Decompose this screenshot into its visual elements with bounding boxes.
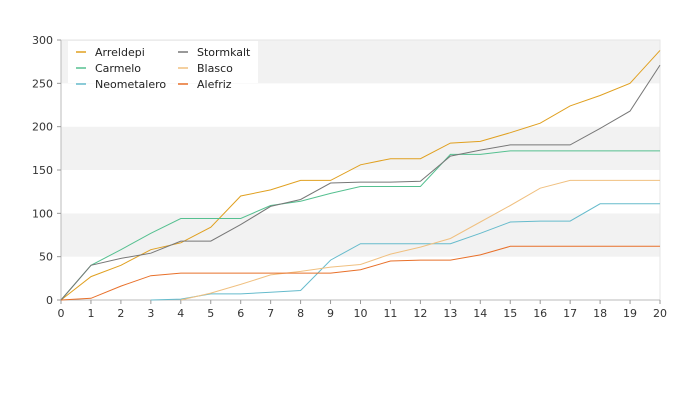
x-tick-label: 13: [443, 307, 457, 320]
x-tick-label: 0: [58, 307, 65, 320]
y-tick-label: 50: [39, 251, 53, 264]
series-line-neometalero: [150, 203, 660, 301]
y-tick-label: 100: [32, 207, 53, 220]
grid-band: [61, 256, 660, 300]
legend: Arreldepi Carmelo Neometalero Stormkalt Blas…: [68, 41, 258, 91]
x-tick-label: 5: [207, 307, 214, 320]
x-tick-label: 7: [267, 307, 274, 320]
series-line-carmelo: [60, 150, 660, 301]
x-tick-label: 16: [533, 307, 547, 320]
x-tick-label: 14: [473, 307, 487, 320]
y-tick-label: 250: [32, 77, 53, 90]
x-tick-label: 20: [653, 307, 667, 320]
x-tick-label: 17: [563, 307, 577, 320]
legend-box: [68, 41, 258, 83]
grid-bands: [60, 39, 661, 301]
series-line-alefriz: [60, 245, 660, 301]
y-tick-label: 150: [32, 164, 53, 177]
legend-label: Stormkalt: [197, 46, 251, 59]
y-tick-label: 200: [32, 121, 53, 134]
grid-band: [61, 126, 660, 170]
y-tick-label: 300: [32, 34, 53, 47]
series-line-stormkalt: [60, 64, 661, 301]
x-tick-label: 9: [327, 307, 334, 320]
x-tick-label: 2: [117, 307, 124, 320]
series-lines: [60, 50, 661, 301]
x-tick-label: 19: [623, 307, 637, 320]
x-tick-label: 12: [413, 307, 427, 320]
legend-label: Arreldepi: [95, 46, 145, 59]
x-tick-label: 15: [503, 307, 517, 320]
x-tick-label: 11: [383, 307, 397, 320]
grid-band: [61, 170, 660, 214]
x-tick-label: 6: [237, 307, 244, 320]
legend-label: Alefriz: [197, 78, 232, 91]
legend-label: Neometalero: [95, 78, 166, 91]
legend-label: Carmelo: [95, 62, 141, 75]
x-tick-label: 18: [593, 307, 607, 320]
y-tick-label: 0: [46, 294, 53, 307]
x-tick-label: 8: [297, 307, 304, 320]
x-tick-label: 1: [87, 307, 94, 320]
grid-band: [61, 83, 660, 127]
series-line-blasco: [180, 179, 660, 301]
legend-label: Blasco: [197, 62, 233, 75]
series-line-arreldepi: [60, 50, 661, 301]
x-tick-label: 3: [147, 307, 154, 320]
x-tick-label: 4: [177, 307, 184, 320]
x-tick-label: 10: [354, 307, 368, 320]
